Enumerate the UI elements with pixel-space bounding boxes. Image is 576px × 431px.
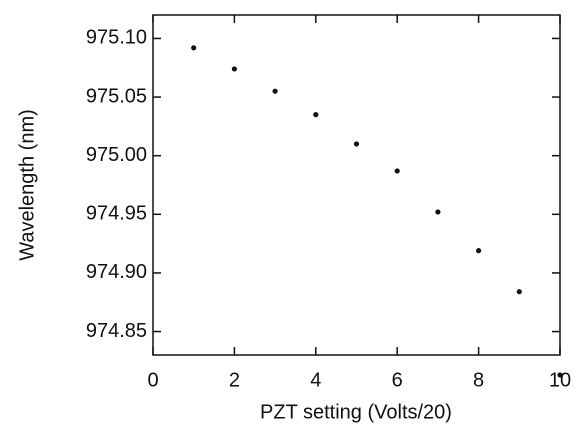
y-tick-label: 975.00 xyxy=(86,144,147,166)
data-point xyxy=(476,248,482,254)
x-tick-label: 4 xyxy=(310,369,321,391)
data-point xyxy=(313,112,319,118)
x-tick-label: 0 xyxy=(147,369,158,391)
x-tick-label: 2 xyxy=(229,369,240,391)
data-point xyxy=(516,289,522,295)
data-point xyxy=(272,88,278,94)
data-point xyxy=(231,66,237,72)
x-tick-label: 8 xyxy=(473,369,484,391)
data-point xyxy=(394,168,400,174)
x-tick-label: 10 xyxy=(549,369,571,391)
data-point xyxy=(353,141,360,147)
y-tick-label: 974.90 xyxy=(86,261,147,283)
plot-frame xyxy=(152,14,561,356)
x-tick-label: 6 xyxy=(392,369,403,391)
y-tick-label: 974.85 xyxy=(86,320,147,342)
data-point xyxy=(191,45,197,51)
y-tick-label: 975.10 xyxy=(86,27,147,49)
data-point xyxy=(557,372,563,378)
x-axis-label: PZT setting (Volts/20) xyxy=(260,401,452,423)
data-point xyxy=(435,209,441,215)
y-axis-label: Wavelength (nm) xyxy=(16,109,38,261)
y-tick-label: 974.95 xyxy=(86,203,147,225)
y-tick-label: 975.05 xyxy=(86,85,147,107)
